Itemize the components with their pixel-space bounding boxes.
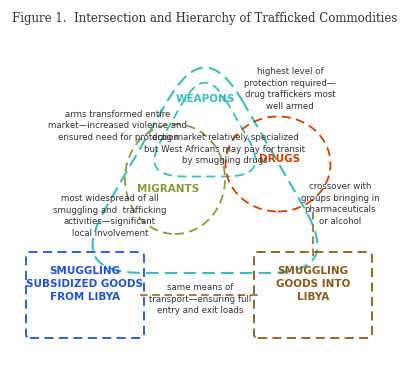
Text: drug market relatively specialized
but West Africans may pay for transit
by smug: drug market relatively specialized but W… [144, 133, 305, 165]
Text: most widespread of all
smuggling and  trafficking
activities—significant
local i: most widespread of all smuggling and tra… [53, 194, 166, 238]
Text: same means of
transport—ensuring full
entry and exit loads: same means of transport—ensuring full en… [148, 283, 250, 315]
Text: highest level of
protection required—
drug traffickers most
well armed: highest level of protection required— dr… [244, 67, 335, 111]
Text: arms transformed entire
market—increased violence and
ensured need for protectio: arms transformed entire market—increased… [48, 110, 187, 142]
Text: DRUGS: DRUGS [259, 154, 300, 164]
Text: WEAPONS: WEAPONS [175, 94, 234, 104]
Text: SMUGGLING
SUBSIDIZED GOODS
FROM LIBYA: SMUGGLING SUBSIDIZED GOODS FROM LIBYA [27, 266, 143, 302]
Text: crossover with
groups bringing in
pharmaceuticals
or alcohol: crossover with groups bringing in pharma… [300, 182, 378, 226]
Text: Figure 1.  Intersection and Hierarchy of Trafficked Commodities: Figure 1. Intersection and Hierarchy of … [12, 12, 397, 25]
Text: SMUGGLING
GOODS INTO
LIBYA: SMUGGLING GOODS INTO LIBYA [275, 266, 349, 302]
Text: MIGRANTS: MIGRANTS [137, 184, 199, 194]
